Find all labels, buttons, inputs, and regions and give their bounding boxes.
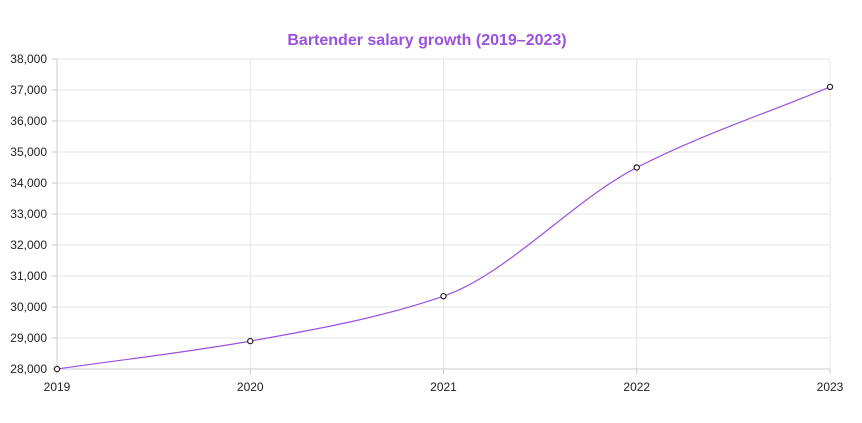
y-tick-label: 29,000: [10, 331, 47, 345]
grid-lines: [56, 58, 831, 370]
y-tick-label: 30,000: [10, 300, 47, 314]
y-axis-ticks: 28,000 29,000 30,000 31,000 32,000 33,000 34,0…: [10, 52, 47, 376]
x-tick-label: 2020: [237, 380, 264, 394]
data-point[interactable]: [826, 83, 834, 91]
y-tick-label: 34,000: [10, 176, 47, 190]
x-tick-label: 2019: [44, 380, 71, 394]
x-tick-label: 2022: [623, 380, 650, 394]
data-point[interactable]: [247, 337, 254, 345]
x-tick-label: 2021: [430, 380, 457, 394]
data-point[interactable]: [633, 164, 640, 171]
axes: [52, 58, 831, 374]
data-points: [53, 83, 834, 373]
y-tick-label: 35,000: [10, 145, 47, 159]
y-tick-label: 36,000: [10, 114, 47, 128]
y-tick-label: 31,000: [10, 269, 47, 283]
y-tick-label: 32,000: [10, 238, 47, 252]
x-axis-ticks: 2019 2020 2021 2022 2023: [44, 380, 844, 394]
x-tick-label: 2023: [817, 380, 844, 394]
data-point[interactable]: [53, 365, 61, 373]
y-tick-label: 28,000: [10, 362, 47, 376]
chart-title: Bartender salary growth (2019–2023): [287, 32, 566, 49]
y-tick-label: 38,000: [10, 52, 47, 66]
y-tick-label: 37,000: [10, 83, 47, 97]
y-tick-label: 33,000: [10, 207, 47, 221]
data-point[interactable]: [440, 292, 447, 300]
